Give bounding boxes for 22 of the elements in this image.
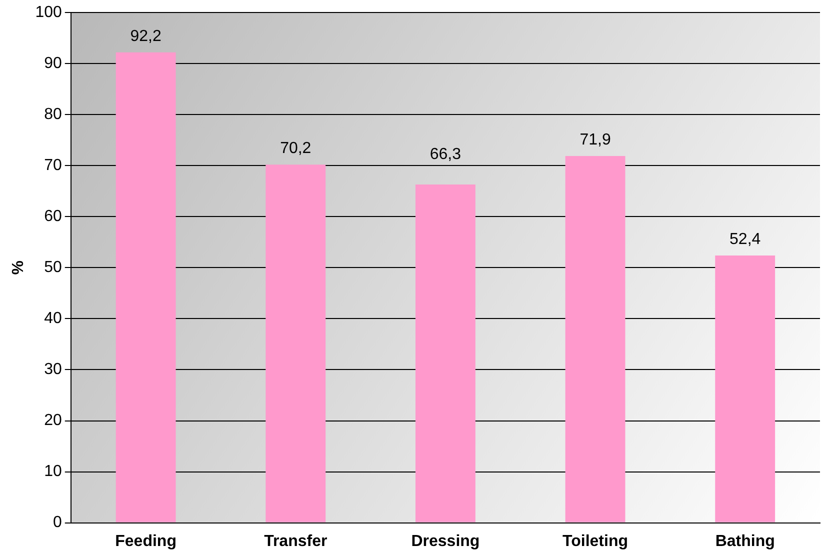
y-tick-label: 70 xyxy=(44,157,62,174)
data-label: 92,2 xyxy=(130,28,162,45)
data-label: 71,9 xyxy=(580,131,611,148)
y-tick-label: 20 xyxy=(44,412,62,430)
y-tick-label: 60 xyxy=(44,208,62,226)
y-axis-title: % xyxy=(10,260,28,275)
data-label: 52,4 xyxy=(730,230,761,248)
y-tick-label: 10 xyxy=(44,463,62,480)
x-tick-label: Transfer xyxy=(264,532,328,550)
data-label: 66,3 xyxy=(430,146,462,164)
y-tick-label: 0 xyxy=(52,514,62,532)
y-tick-label: 80 xyxy=(44,106,62,124)
y-tick-label: 100 xyxy=(35,4,62,22)
y-tick-label: 90 xyxy=(44,55,62,72)
y-tick-label: 30 xyxy=(44,361,62,378)
y-tick-label: 40 xyxy=(44,310,62,328)
data-label: 70,2 xyxy=(280,140,312,158)
x-tick-label: Dressing xyxy=(411,532,480,550)
x-tick-label: Feeding xyxy=(115,532,176,550)
x-tick-label: Bathing xyxy=(715,532,775,550)
x-tick-label: Toileting xyxy=(562,532,628,550)
y-tick-label: 50 xyxy=(44,259,62,276)
